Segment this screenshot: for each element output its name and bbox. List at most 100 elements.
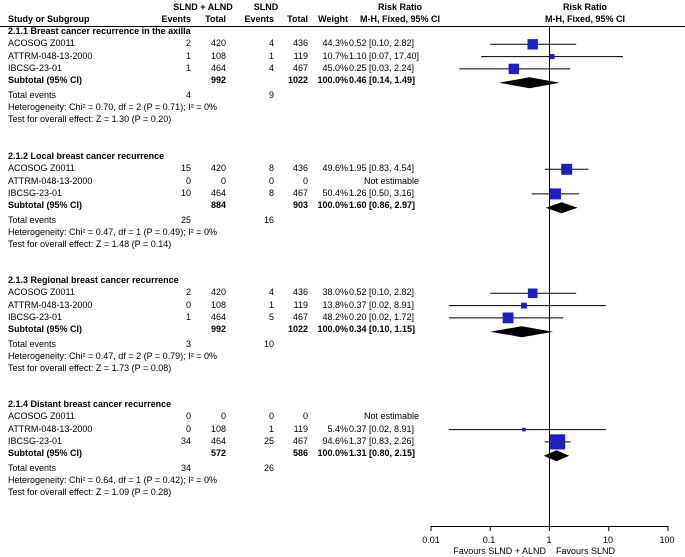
axis-tick-label: 10 [602, 535, 613, 545]
heterogeneity-text: Heterogeneity: Chi² = 0.47, df = 2 (P = … [8, 350, 217, 361]
study-events-2: 1 [268, 299, 274, 310]
study-events-2: 1 [268, 50, 274, 61]
study-total-1: 0 [220, 175, 226, 186]
study-weight: 45.0% [322, 62, 348, 73]
header-rr-title: Risk Ratio [377, 2, 422, 12]
effect-square [527, 39, 538, 50]
study-name: ATTRM-048-13-2000 [8, 423, 93, 434]
subtotal-label: Subtotal (95% CI) [8, 324, 83, 335]
favours-right-label: Favours SLND [556, 546, 616, 556]
header-weight: Weight [318, 14, 348, 24]
axis-tick-label: 100 [659, 535, 675, 545]
study-weight: 44.3% [322, 38, 348, 49]
study-events-2: 0 [268, 411, 274, 422]
study-ci-text: 0.20 [0.02, 1.72] [349, 311, 415, 322]
total-events-1: 25 [180, 214, 191, 225]
study-total-2: 467 [292, 435, 308, 446]
subtotal-total-2: 586 [292, 448, 308, 459]
subtotal-total-1: 992 [210, 324, 226, 335]
study-total-2: 0 [302, 411, 308, 422]
header-total2: Total [287, 14, 308, 24]
effect-square [522, 427, 526, 432]
effect-square [508, 63, 520, 75]
study-ci-text: 0.52 [0.10, 2.82] [349, 287, 415, 298]
study-total-1: 108 [210, 50, 226, 61]
study-events-2: 4 [268, 38, 274, 49]
study-weight: 10.7% [322, 50, 348, 61]
summary-diamond [490, 326, 554, 338]
effect-square [549, 188, 561, 200]
study-events-2: 4 [268, 62, 274, 73]
study-ci-text: 0.52 [0.10, 2.82] [349, 38, 415, 49]
study-total-2: 436 [292, 38, 308, 49]
header-plot-title: Risk Ratio [562, 2, 607, 12]
study-ci-text: 0.37 [0.02, 8.91] [349, 423, 415, 434]
subtotal-ci-text: 0.46 [0.14, 1.49] [349, 75, 416, 86]
subgroup-title: 2.1.4 Distant breast cancer recurrence [8, 399, 172, 409]
study-events-1: 2 [185, 287, 191, 298]
effect-square [527, 288, 538, 299]
header-total1: Total [205, 14, 226, 24]
summary-diamond [543, 450, 570, 462]
study-total-1: 464 [210, 187, 226, 198]
study-name: ATTRM-048-13-2000 [8, 175, 93, 186]
study-name: ACOSOG Z0011 [8, 38, 75, 49]
study-total-1: 464 [210, 62, 226, 73]
heterogeneity-text: Heterogeneity: Chi² = 0.70, df = 2 (P = … [8, 101, 217, 112]
subtotal-total-2: 1022 [287, 324, 308, 335]
study-name: IBCSG-23-01 [8, 435, 63, 446]
study-weight: 50.4% [322, 187, 348, 198]
study-total-1: 464 [210, 311, 226, 322]
effect-square [561, 163, 573, 175]
total-events-label: Total events [8, 338, 57, 349]
study-total-2: 467 [292, 311, 308, 322]
overall-effect-text: Test for overall effect: Z = 1.73 (P = 0… [8, 363, 172, 374]
subtotal-ci-text: 1.31 [0.80, 2.15] [349, 448, 416, 459]
study-total-1: 108 [210, 423, 226, 434]
heterogeneity-text: Heterogeneity: Chi² = 0.64, df = 1 (P = … [8, 474, 217, 485]
effect-square [550, 434, 566, 450]
subtotal-label: Subtotal (95% CI) [8, 448, 83, 459]
study-total-2: 436 [292, 287, 308, 298]
subtotal-label: Subtotal (95% CI) [8, 75, 83, 86]
axis-tick-label: 0.1 [482, 535, 496, 545]
header-events2: Events [244, 14, 274, 24]
subgroup-title: 2.1.3 Regional breast cancer recurrence [8, 275, 179, 285]
study-total-2: 0 [302, 175, 308, 186]
total-events-1: 3 [185, 338, 191, 349]
total-events-2: 26 [263, 462, 274, 473]
subtotal-weight: 100.0% [317, 324, 348, 335]
study-weight: 48.2% [322, 311, 348, 322]
study-total-1: 0 [220, 411, 226, 422]
study-events-2: 1 [268, 423, 274, 434]
total-events-1: 4 [185, 89, 191, 100]
heterogeneity-text: Heterogeneity: Chi² = 0.47, df = 1 (P = … [8, 226, 217, 237]
subtotal-weight: 100.0% [317, 75, 348, 86]
subtotal-weight: 100.0% [317, 200, 348, 211]
total-events-label: Total events [8, 214, 57, 225]
total-events-2: 9 [268, 89, 274, 100]
header-rr-method: M-H, Fixed, 95% CI [359, 14, 440, 24]
study-weight: 49.6% [322, 163, 348, 174]
total-events-label: Total events [8, 89, 57, 100]
study-events-1: 1 [185, 311, 191, 322]
study-ci-text: 0.25 [0.03, 2.24] [349, 62, 415, 73]
subtotal-ci-text: 0.34 [0.10, 1.15] [349, 324, 416, 335]
study-ci-text: 0.37 [0.02, 8.91] [349, 299, 415, 310]
study-events-2: 5 [268, 311, 274, 322]
total-events-2: 16 [263, 214, 274, 225]
study-ci-text: 1.95 [0.83, 4.54] [349, 163, 415, 174]
subtotal-weight: 100.0% [317, 448, 348, 459]
summary-diamond [498, 77, 560, 89]
effect-square [549, 54, 555, 60]
study-total-2: 436 [292, 163, 308, 174]
study-ci-text: Not estimable [363, 411, 419, 422]
favours-left-label: Favours SLND + ALND [453, 546, 546, 556]
axis-tick-label: 0.01 [422, 535, 440, 545]
study-name: IBCSG-23-01 [8, 62, 63, 73]
subtotal-total-2: 903 [292, 200, 308, 211]
study-events-2: 8 [268, 163, 274, 174]
study-total-1: 108 [210, 299, 226, 310]
subtotal-total-2: 1022 [287, 75, 308, 86]
